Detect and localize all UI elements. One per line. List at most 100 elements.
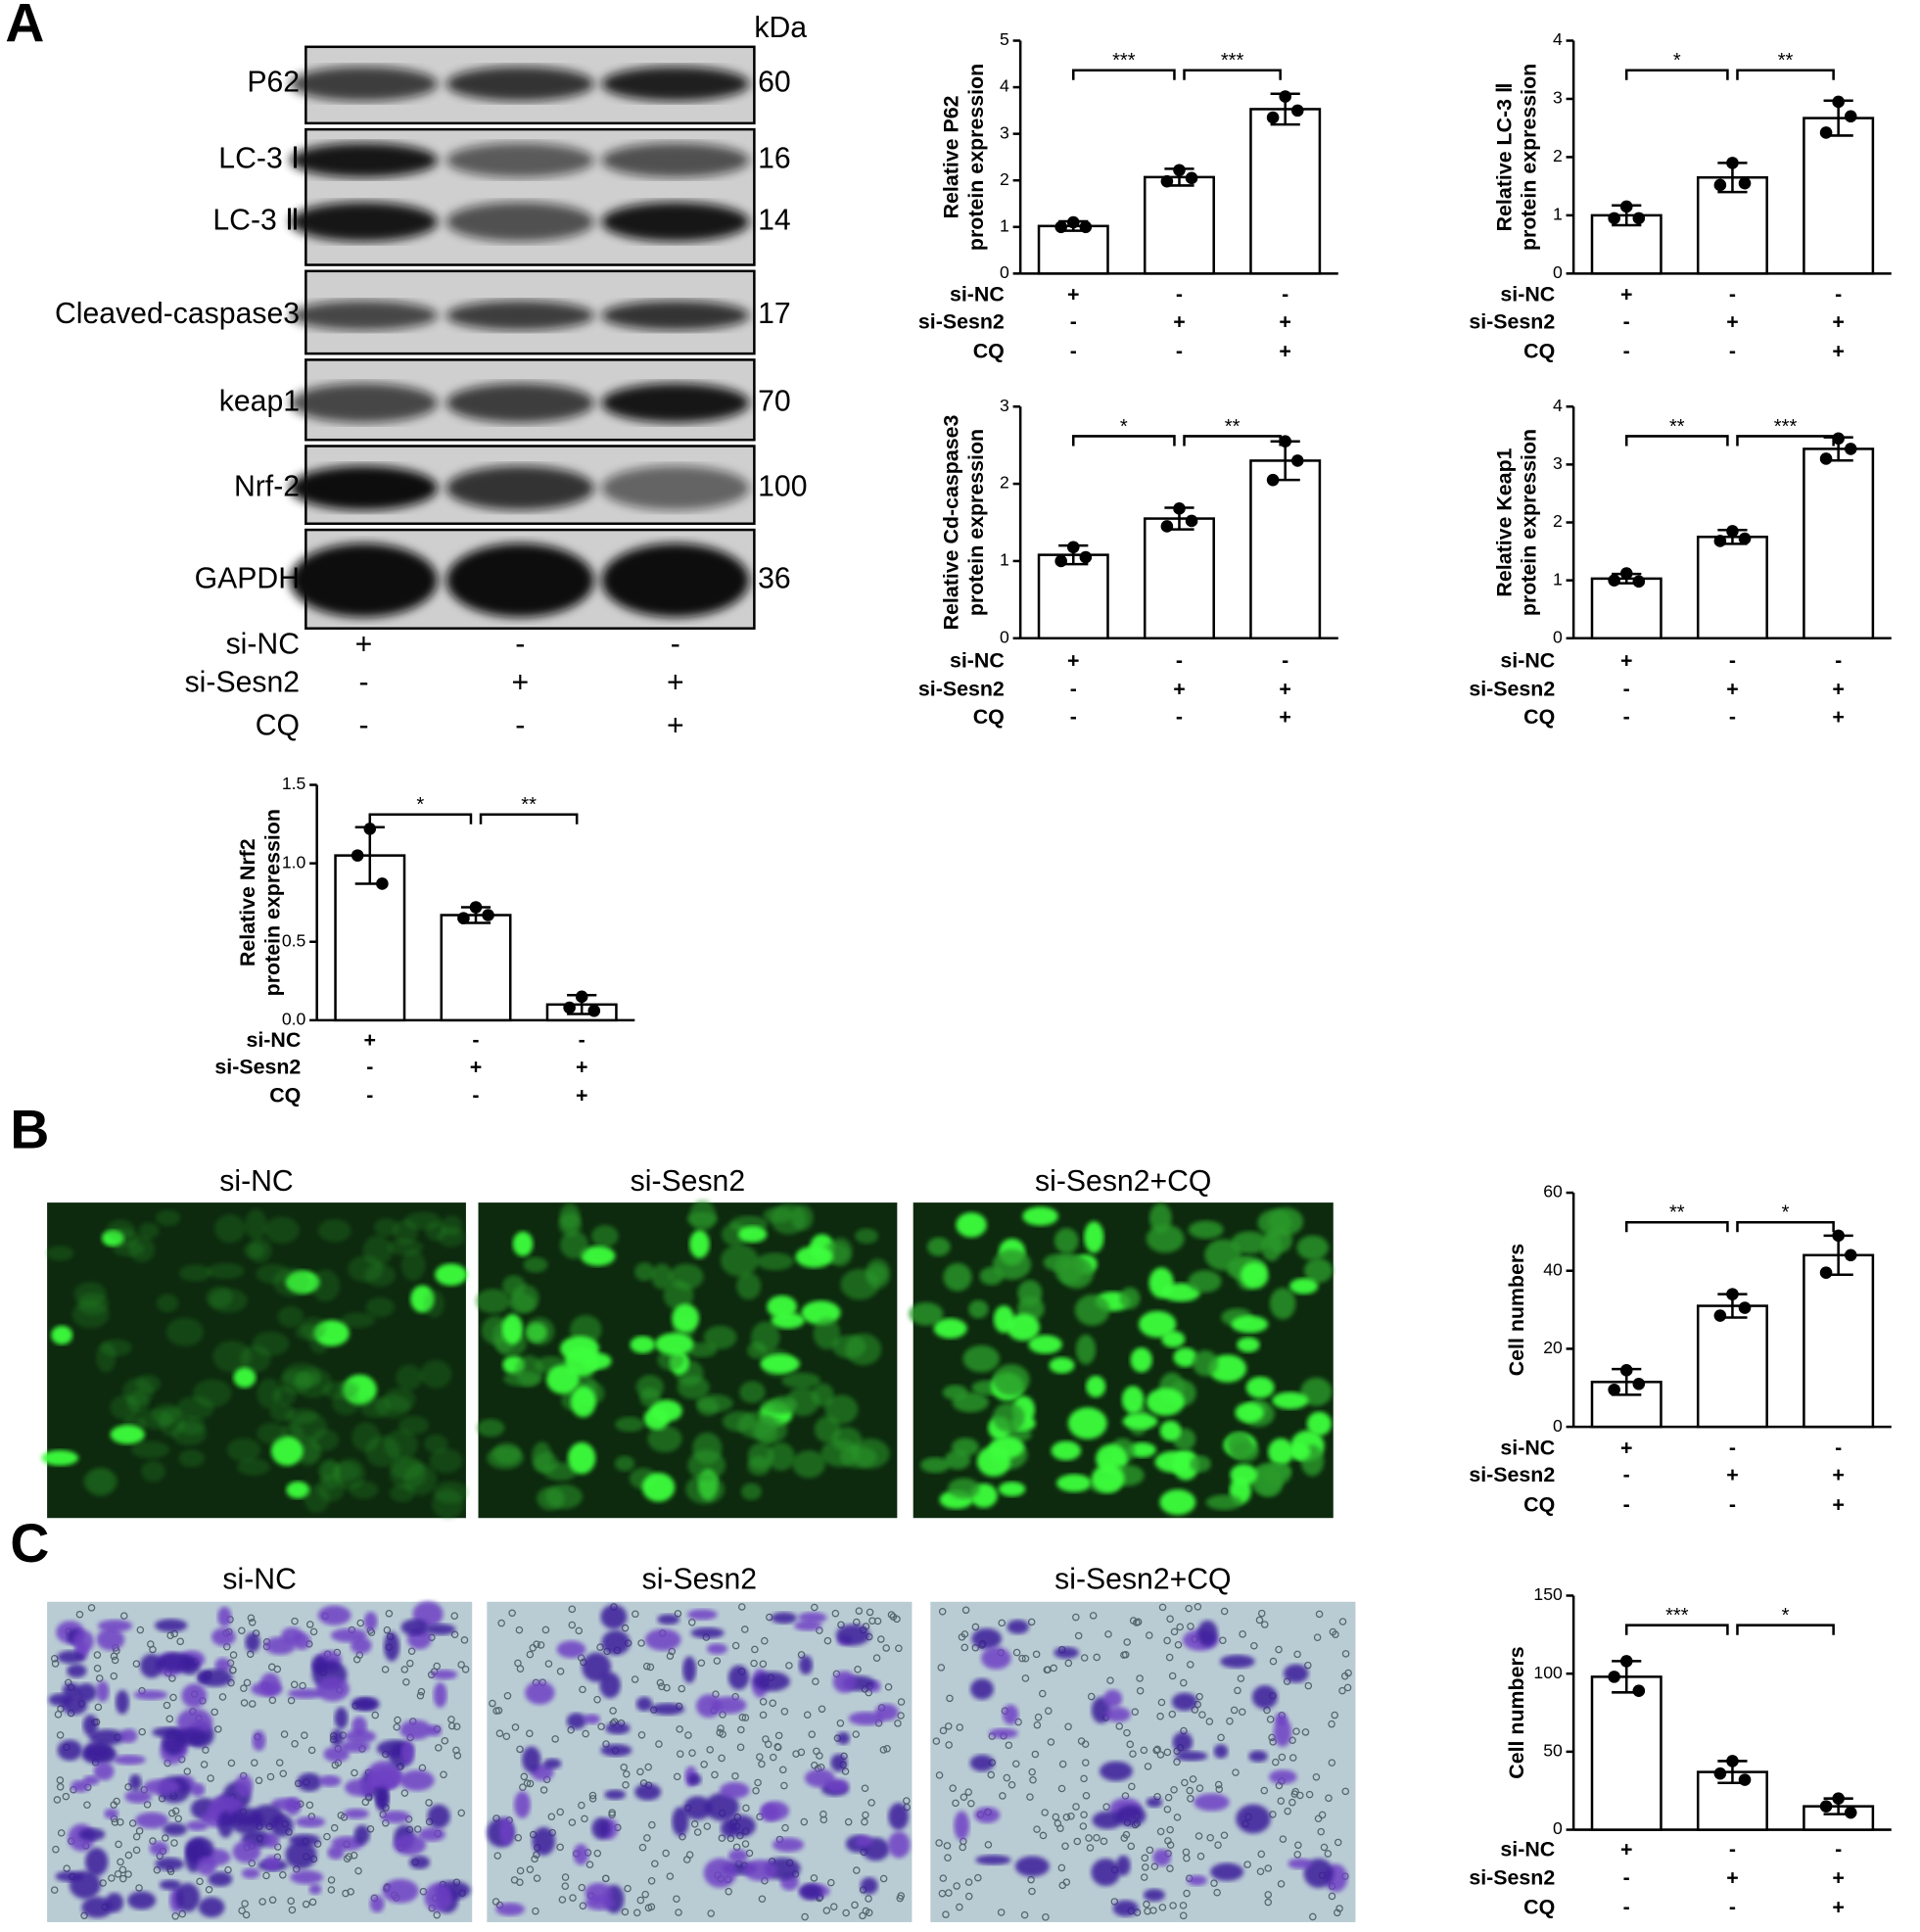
cell [317, 1605, 351, 1626]
pore [163, 1701, 171, 1710]
pore [1032, 1650, 1041, 1659]
significance-bracket [1072, 435, 1176, 447]
cell [270, 1436, 304, 1466]
data-point [1819, 126, 1833, 139]
condition-sign: - [1835, 283, 1842, 306]
pore [1163, 1806, 1172, 1814]
cell [1300, 1377, 1333, 1406]
cell [140, 1653, 164, 1678]
cell [365, 1296, 395, 1318]
cell [687, 1609, 718, 1621]
pore [851, 1901, 859, 1909]
blot-label: Nrf-2 [234, 470, 300, 502]
cell [400, 1619, 429, 1636]
significance-label: * [1782, 1202, 1790, 1224]
cell [835, 1624, 870, 1646]
pore [862, 1811, 869, 1819]
cell [525, 1680, 555, 1705]
condition-sign: - [579, 1028, 585, 1052]
cell [630, 1336, 656, 1354]
data-point [1290, 454, 1304, 467]
condition-sign: + [1279, 340, 1290, 363]
condition-name: si-Sesn2 [1469, 1866, 1555, 1890]
cell [672, 1303, 700, 1333]
pore [967, 1799, 975, 1808]
cell [1210, 1862, 1244, 1881]
pore [1329, 1627, 1337, 1636]
pore [1057, 1863, 1066, 1872]
cell [245, 1632, 260, 1653]
pore [759, 1698, 768, 1706]
pore [202, 1746, 210, 1754]
pore [1290, 1790, 1299, 1798]
cell [96, 1342, 117, 1373]
micrograph [475, 1200, 898, 1519]
condition-sign: - [1282, 283, 1288, 306]
pore [1213, 1888, 1221, 1897]
cell [399, 1769, 435, 1791]
data-point [1619, 200, 1633, 213]
pore [1325, 1794, 1333, 1803]
y-tick-label: 1.0 [282, 852, 306, 872]
pore [1168, 1672, 1177, 1680]
pore [1304, 1681, 1313, 1690]
pore [526, 1729, 534, 1738]
micrograph [909, 1202, 1334, 1519]
pore [1042, 1913, 1050, 1921]
cell [760, 1804, 779, 1822]
cell [970, 1678, 994, 1700]
pore [200, 1761, 209, 1768]
cell [365, 1436, 400, 1468]
pore [135, 1884, 143, 1892]
cell [323, 1746, 350, 1763]
data-point [1726, 525, 1739, 538]
blot-band [289, 142, 438, 178]
cell [206, 1286, 233, 1309]
cell [134, 1812, 169, 1829]
data-point [1185, 514, 1198, 528]
data-point [1738, 532, 1752, 545]
pore [1277, 1797, 1286, 1805]
cell [556, 1640, 586, 1659]
cell [1074, 1295, 1110, 1326]
pore [738, 1714, 747, 1721]
pore [801, 1912, 809, 1921]
pore [579, 1685, 586, 1694]
cell [340, 1740, 370, 1753]
y-axis-label: Relative P62 [940, 95, 963, 218]
pore [1317, 1827, 1325, 1836]
cell [962, 1344, 1000, 1373]
cell [706, 1643, 727, 1655]
cell [848, 1711, 885, 1725]
significance-bracket [1624, 435, 1729, 447]
cell [534, 1451, 558, 1474]
significance-bracket [1736, 1624, 1835, 1635]
pore [868, 1617, 876, 1625]
pore [1153, 1745, 1161, 1754]
pore [706, 1746, 714, 1754]
cell [1152, 1849, 1171, 1866]
data-point [1054, 220, 1067, 234]
cell [501, 1313, 524, 1344]
cell [1175, 1751, 1208, 1762]
condition-sign: + [1832, 340, 1844, 363]
pore [731, 1641, 740, 1650]
cell [795, 1246, 833, 1268]
pore [1185, 1604, 1193, 1613]
significance-bracket [368, 813, 473, 825]
condition-name: CQ [1523, 1492, 1555, 1516]
pore [62, 1792, 70, 1801]
cell [772, 1837, 805, 1853]
pore [942, 1910, 950, 1918]
pore [666, 1652, 675, 1660]
cell [591, 1817, 611, 1840]
cell [262, 1855, 281, 1871]
condition-sign: - [1070, 705, 1077, 729]
pore [1062, 1813, 1071, 1821]
cell [348, 1255, 384, 1283]
pore [305, 1801, 314, 1810]
cell [1236, 1804, 1271, 1834]
pore [1152, 1746, 1160, 1755]
condition-sign: + [1620, 283, 1632, 306]
pore [1079, 1822, 1088, 1830]
